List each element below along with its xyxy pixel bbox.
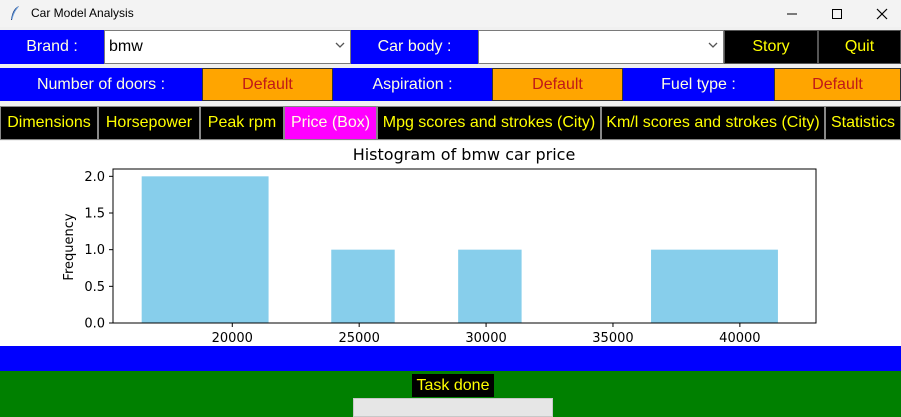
progress-area: [353, 398, 553, 417]
chevron-down-icon: [335, 42, 345, 48]
y-tick-label: 1.0: [84, 243, 105, 258]
maximize-button[interactable]: [814, 0, 860, 27]
fuel-type-select[interactable]: Default: [774, 68, 901, 101]
minimize-button[interactable]: [769, 0, 815, 27]
chevron-down-icon: [708, 42, 718, 48]
x-tick-label: 20000: [212, 331, 253, 346]
x-tick-label: 35000: [592, 331, 633, 346]
tab-statistics[interactable]: Statistics: [825, 106, 901, 140]
y-tick-label: 1.5: [84, 207, 105, 222]
tab-mpg-scores[interactable]: Mpg scores and strokes (City): [377, 106, 601, 140]
doors-label: Number of doors :: [0, 68, 202, 101]
histogram-bar: [458, 249, 522, 323]
quit-button[interactable]: Quit: [818, 30, 901, 64]
car-body-select[interactable]: [478, 30, 724, 64]
tab-kml-scores[interactable]: Km/l scores and strokes (City): [601, 106, 825, 140]
brand-label: Brand :: [0, 30, 104, 64]
tab-peak-rpm[interactable]: Peak rpm: [200, 106, 284, 140]
title-bar: Car Model Analysis: [0, 0, 901, 27]
status-label: Task done: [412, 374, 494, 397]
story-button[interactable]: Story: [724, 30, 818, 64]
tab-price-box[interactable]: Price (Box): [284, 106, 377, 140]
x-tick-label: 25000: [338, 331, 379, 346]
y-axis-label: Frequency: [62, 213, 77, 280]
brand-select[interactable]: bmw: [104, 30, 351, 64]
chart-title: Histogram of bmw car price: [353, 145, 576, 164]
brand-select-value: bmw: [109, 38, 143, 55]
fuel-type-label: Fuel type :: [623, 68, 774, 101]
histogram-bar: [141, 176, 269, 323]
y-tick-label: 0.5: [84, 280, 105, 295]
histogram-bar: [331, 249, 395, 323]
close-button[interactable]: [859, 0, 901, 27]
window-title: Car Model Analysis: [31, 6, 134, 20]
feather-icon: [11, 6, 19, 20]
y-tick-label: 0.0: [84, 317, 105, 332]
x-tick-label: 40000: [719, 331, 760, 346]
histogram-bar: [651, 249, 778, 323]
x-tick-label: 30000: [465, 331, 506, 346]
histogram-chart: Histogram of bmw car price Frequency 0.0…: [62, 145, 817, 346]
close-icon: [876, 8, 888, 19]
blue-band: [0, 346, 901, 371]
plot-frame: [112, 168, 817, 324]
chart-area: Histogram of bmw car price Frequency 0.0…: [0, 141, 901, 346]
aspiration-label: Aspiration :: [333, 68, 492, 101]
car-body-label: Car body :: [351, 30, 478, 64]
minimize-icon: [787, 13, 797, 14]
doors-select[interactable]: Default: [202, 68, 333, 101]
tab-dimensions[interactable]: Dimensions: [0, 106, 98, 140]
maximize-icon: [832, 8, 842, 19]
tab-horsepower[interactable]: Horsepower: [98, 106, 200, 140]
y-tick-label: 2.0: [84, 170, 105, 185]
aspiration-select[interactable]: Default: [492, 68, 623, 101]
